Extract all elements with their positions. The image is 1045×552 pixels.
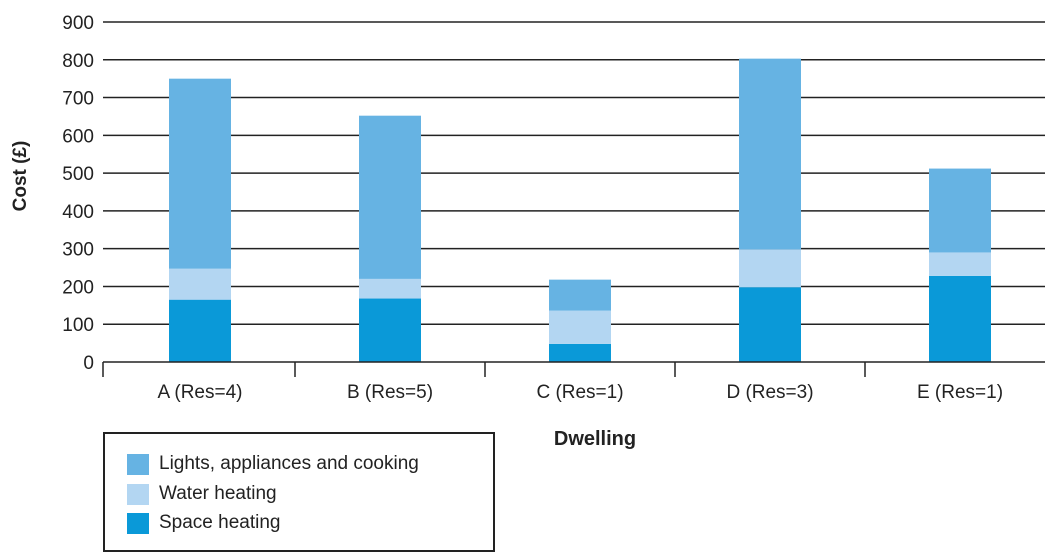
y-tick-label: 300	[62, 240, 94, 261]
x-tick-labels: A (Res=4) B (Res=5) C (Res=1) D (Res=3) E (R…	[157, 382, 1003, 403]
bar-segment	[359, 115, 421, 279]
bar-segment	[549, 310, 611, 344]
bar-segment	[929, 275, 991, 362]
x-tick-label: C (Res=1)	[536, 382, 623, 403]
bar-segment	[549, 279, 611, 311]
legend-swatch-space	[127, 512, 149, 534]
legend: Lights, appliances and cooking Water hea…	[103, 432, 495, 552]
bar-segment	[549, 343, 611, 362]
bar-segment	[169, 299, 231, 362]
y-tick-label: 0	[83, 353, 94, 374]
gridlines	[103, 21, 1045, 325]
legend-swatch-water	[127, 483, 149, 505]
y-tick-label: 500	[62, 164, 94, 185]
y-tick-label: 400	[62, 202, 94, 223]
bar-segment	[359, 278, 421, 299]
legend-label-water: Water heating	[159, 483, 277, 504]
y-tick-label: 700	[62, 89, 94, 110]
bar-segment	[169, 268, 231, 300]
bars	[169, 58, 991, 362]
bar-segment	[169, 78, 231, 269]
x-tick-label: A (Res=4)	[157, 382, 242, 403]
y-tick-labels: 0 100 200 300 400 500 600 700 800 900	[62, 13, 94, 374]
bar-segment	[929, 168, 991, 253]
bar-segment	[739, 287, 801, 362]
legend-item-water: Water heating	[127, 483, 277, 505]
x-tick-label: E (Res=1)	[917, 382, 1003, 403]
legend-label-space: Space heating	[159, 512, 281, 533]
bar-segment	[929, 252, 991, 276]
legend-label-lights: Lights, appliances and cooking	[159, 453, 419, 474]
y-axis-label: Cost (£)	[10, 141, 31, 212]
y-tick-label: 600	[62, 126, 94, 147]
legend-item-space: Space heating	[127, 512, 281, 534]
legend-item-lights: Lights, appliances and cooking	[127, 453, 419, 475]
x-axis-label: Dwelling	[554, 428, 636, 450]
x-tick-label: D (Res=3)	[726, 382, 813, 403]
y-tick-label: 900	[62, 13, 94, 34]
bar-segment	[739, 249, 801, 288]
legend-swatch-lights	[127, 453, 149, 475]
bar-segment	[739, 58, 801, 250]
x-axis	[102, 361, 1045, 377]
y-tick-label: 100	[62, 315, 94, 336]
bar-segment	[359, 298, 421, 362]
x-tick-label: B (Res=5)	[347, 382, 433, 403]
y-tick-label: 800	[62, 51, 94, 72]
y-tick-label: 200	[62, 277, 94, 298]
